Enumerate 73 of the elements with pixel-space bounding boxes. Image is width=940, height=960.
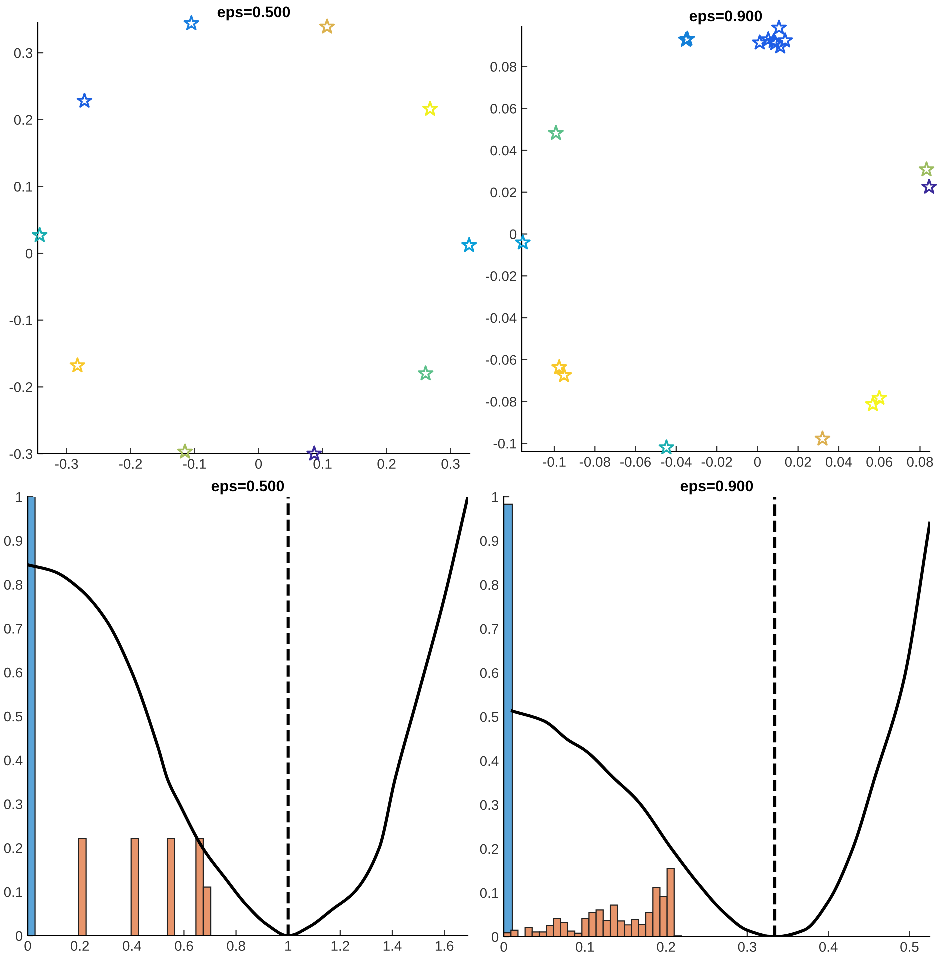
y-tick-label: -0.2 bbox=[10, 382, 32, 392]
y-tick-label: -0.1 bbox=[494, 438, 516, 449]
x-tick-label: -0.1 bbox=[183, 459, 206, 470]
y-tick-label: 0.9 bbox=[480, 536, 498, 546]
y-tick-label: -0.06 bbox=[486, 355, 517, 366]
y-tick-label: 0.9 bbox=[4, 536, 22, 546]
x-tick-label: 0.8 bbox=[227, 941, 246, 952]
y-tick-label: 0.3 bbox=[480, 800, 499, 810]
x-tick-label: 0.06 bbox=[866, 457, 893, 468]
x-tick-label: 0.5 bbox=[900, 942, 919, 952]
y-tick-label: 0 bbox=[492, 932, 499, 942]
y-tick-label: -0.08 bbox=[486, 397, 517, 407]
y-tick-label: 0.6 bbox=[4, 668, 23, 678]
x-tick-label: 0 bbox=[754, 457, 762, 468]
x-tick-label: 0.6 bbox=[175, 941, 194, 952]
x-tick-label: 0 bbox=[255, 459, 262, 470]
y-tick-label: 0.6 bbox=[480, 668, 499, 678]
y-tick-label: -0.1 bbox=[10, 316, 32, 326]
y-tick-label: 0.3 bbox=[14, 48, 33, 58]
y-tick-label: 0.1 bbox=[4, 887, 22, 898]
y-tick-label: -0.02 bbox=[486, 271, 516, 282]
x-tick-label: 1.2 bbox=[332, 941, 350, 951]
x-tick-label: -0.2 bbox=[119, 459, 142, 470]
y-tick-label: 0.1 bbox=[480, 888, 498, 898]
y-tick-label: 0.02 bbox=[490, 188, 516, 198]
y-tick-label: 0.2 bbox=[480, 844, 498, 854]
x-tick-label: 0.04 bbox=[826, 457, 852, 468]
y-tick-label: 0.1 bbox=[14, 182, 32, 192]
x-tick-label: 0.4 bbox=[123, 941, 142, 952]
x-tick-label: -0.04 bbox=[661, 457, 692, 468]
y-tick-label: 0 bbox=[26, 248, 33, 259]
x-tick-label: 0.4 bbox=[819, 942, 838, 952]
x-tick-label: 0.2 bbox=[657, 942, 676, 952]
x-tick-label: 0.1 bbox=[576, 942, 594, 952]
y-tick-label: 0.7 bbox=[480, 624, 498, 634]
x-tick-label: -0.06 bbox=[620, 457, 652, 468]
y-tick-label: 0.2 bbox=[4, 844, 22, 854]
x-tick-label: 0.1 bbox=[314, 459, 332, 470]
y-tick-label: 0 bbox=[510, 230, 517, 240]
x-tick-label: 0.3 bbox=[442, 459, 460, 470]
chart-title: eps=0.500 bbox=[218, 6, 290, 21]
chart-title: eps=0.900 bbox=[690, 10, 762, 25]
x-tick-label: -0.1 bbox=[543, 457, 566, 468]
y-tick-label: 0 bbox=[16, 931, 23, 942]
x-tick-label: 0.02 bbox=[785, 457, 812, 468]
x-tick-label: 1.4 bbox=[384, 941, 402, 951]
y-tick-label: 0.04 bbox=[490, 146, 517, 156]
x-tick-label: 0.2 bbox=[378, 459, 396, 470]
y-tick-label: 0.2 bbox=[14, 115, 32, 126]
x-tick-label: 0.3 bbox=[738, 942, 756, 952]
x-tick-label: 0.2 bbox=[70, 941, 90, 952]
y-tick-label: 0.5 bbox=[480, 712, 499, 722]
y-tick-label: 0.08 bbox=[490, 62, 517, 72]
x-tick-label: 1 bbox=[286, 941, 292, 951]
x-tick-label: -0.08 bbox=[580, 457, 610, 468]
y-tick-label: -0.04 bbox=[486, 313, 517, 324]
x-tick-label: -0.02 bbox=[702, 457, 732, 468]
y-tick-label: 0.4 bbox=[4, 756, 23, 766]
y-tick-label: 0.7 bbox=[4, 624, 22, 634]
x-tick-label: 1.6 bbox=[436, 941, 454, 952]
x-tick-label: 0.08 bbox=[907, 457, 934, 468]
y-tick-label: 0.8 bbox=[480, 580, 499, 590]
chart-title: eps=0.500 bbox=[212, 480, 284, 495]
chart-title: eps=0.900 bbox=[680, 480, 754, 495]
y-tick-label: 0.4 bbox=[480, 756, 499, 766]
y-tick-label: 1 bbox=[16, 492, 22, 502]
y-tick-label: 0.8 bbox=[4, 580, 23, 590]
y-tick-label: -0.3 bbox=[10, 449, 33, 460]
y-tick-label: 1 bbox=[492, 492, 498, 502]
y-tick-label: 0.3 bbox=[4, 800, 23, 810]
y-tick-label: 0.5 bbox=[4, 712, 23, 722]
x-tick-label: -0.3 bbox=[55, 459, 78, 470]
y-tick-label: 0.06 bbox=[490, 104, 517, 114]
